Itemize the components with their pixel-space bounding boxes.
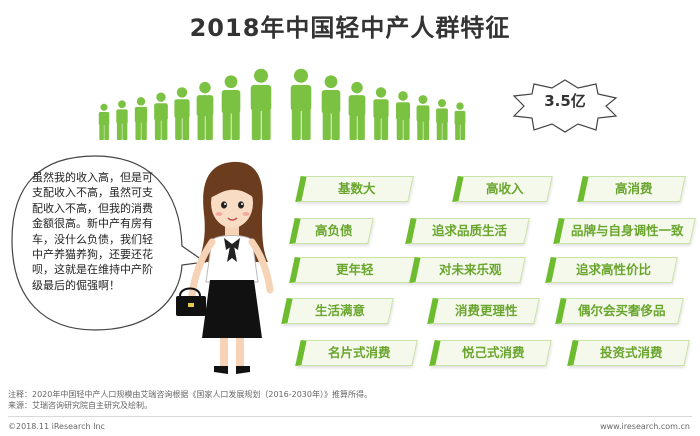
- tag-brand-match: 品牌与自身调性一致: [553, 218, 696, 244]
- copyright: ©2018.11 iResearch Inc: [8, 422, 105, 431]
- person-icon: [154, 92, 168, 140]
- person-icon: [196, 81, 214, 140]
- speech-bubble-text: 虽然我的收入高，但是可支配收入不高，虽然可支配收入不高，但我的消费金额很高。新中…: [32, 171, 153, 292]
- person-icon: [290, 68, 312, 140]
- tag-high-income: 高收入: [452, 176, 553, 202]
- tag-self-pleasing-consumption: 悦己式消费: [429, 340, 552, 366]
- tag-luxury-occasionally: 偶尔会买奢侈品: [555, 298, 684, 324]
- people-row: [98, 68, 466, 140]
- population-burst-shape: [512, 79, 618, 133]
- person-icon: [250, 68, 272, 140]
- person-icon: [436, 99, 448, 140]
- person-icon: [454, 102, 466, 140]
- tag-business-card-consumption: 名片式消费: [295, 340, 418, 366]
- person-icon: [116, 100, 128, 140]
- tag-younger: 更年轻: [289, 257, 416, 283]
- person-icon: [416, 95, 430, 140]
- tag-value-for-money: 追求高性价比: [545, 257, 678, 283]
- person-icon: [348, 81, 366, 140]
- person-icon: [395, 91, 411, 140]
- population-badge: 3.5亿: [544, 92, 586, 110]
- tag-rational-consumption: 消费更理性: [427, 298, 540, 324]
- tag-investment-consumption: 投资式消费: [567, 340, 690, 366]
- tag-large-base: 基数大: [295, 176, 414, 202]
- tag-high-debt: 高负债: [289, 218, 374, 244]
- woman-figure: [176, 161, 274, 374]
- footer-divider: [8, 416, 692, 417]
- tag-quality-life: 追求品质生活: [405, 218, 530, 244]
- crowd-illustration: [11, 68, 618, 374]
- person-icon: [174, 87, 190, 140]
- footnote: 注释：2020年中国轻中产人口规模由艾瑞咨询根据《国家人口发展规划（2016-2…: [8, 390, 372, 399]
- source-note: 来源：艾瑞咨询研究院自主研究及绘制。: [8, 401, 152, 410]
- tag-life-satisfied: 生活满意: [281, 298, 394, 324]
- tag-optimistic: 对未来乐观: [409, 257, 526, 283]
- person-icon: [134, 97, 148, 140]
- person-icon: [321, 75, 341, 140]
- person-icon: [98, 103, 110, 140]
- speech-bubble-shape: [11, 155, 207, 331]
- person-icon: [221, 75, 241, 140]
- page-title: 2018年中国轻中产人群特征: [189, 14, 511, 42]
- website: www.iresearch.com.cn: [600, 422, 690, 431]
- tag-high-consumption: 高消费: [577, 176, 686, 202]
- person-icon: [373, 87, 389, 140]
